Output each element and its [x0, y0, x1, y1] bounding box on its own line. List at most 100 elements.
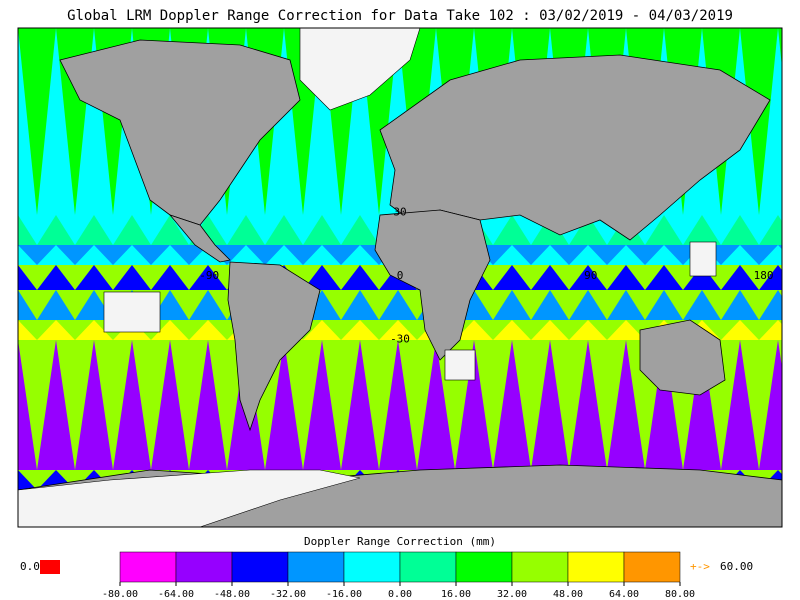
- swath-triangle: [18, 340, 56, 470]
- swath-triangle: [18, 320, 56, 340]
- swath-triangle: [170, 265, 208, 290]
- swath-triangle: [18, 470, 56, 490]
- swath-triangle: [588, 245, 626, 265]
- colorbar-swatch: [399, 551, 457, 583]
- swath-triangle: [56, 290, 94, 320]
- north-america: [59, 39, 301, 226]
- swath-triangle: [702, 320, 740, 340]
- missing-swatch: [40, 560, 60, 574]
- swath-triangle: [550, 265, 588, 290]
- swath-triangle: [208, 215, 246, 245]
- swath-triangle: [56, 245, 94, 265]
- swath-triangle: [778, 28, 782, 68]
- swath-triangle: [322, 290, 360, 320]
- title: Global LRM Doppler Range Correction for …: [67, 8, 733, 24]
- swath-triangle: [132, 265, 170, 290]
- mask-patch: [444, 349, 476, 381]
- swath-triangle: [512, 245, 550, 265]
- grid-label: -90: [199, 269, 219, 282]
- swath-triangle: [284, 245, 322, 265]
- swath-triangle: [512, 265, 550, 290]
- grid-labels: 30 -90 0 90 180 -30: [199, 205, 773, 345]
- swath-triangle: [360, 320, 398, 340]
- swath-triangle: [740, 340, 778, 470]
- swath-triangle: [626, 265, 664, 290]
- swath-triangle: [474, 320, 512, 340]
- grid-label: -30: [390, 333, 410, 346]
- colorbar-swatch: [119, 551, 177, 583]
- swath-triangle: [474, 290, 512, 320]
- swath-triangle: [740, 320, 778, 340]
- swath-triangle: [550, 290, 588, 320]
- swath-triangle: [740, 245, 778, 265]
- swath-triangle: [474, 340, 512, 470]
- swath-triangle: [322, 320, 360, 340]
- swath-triangle: [170, 245, 208, 265]
- colorbar-tick-label: -48.00: [214, 589, 250, 600]
- grid-label: 90: [584, 269, 597, 282]
- colorbar-title: Doppler Range Correction (mm): [304, 535, 496, 548]
- swath-triangle: [132, 245, 170, 265]
- swath-triangle: [474, 215, 512, 245]
- overflow-arrow: +->: [690, 560, 710, 573]
- grid-label: 0: [397, 269, 404, 282]
- swath-triangle: [18, 290, 56, 320]
- swath-triangle: [550, 245, 588, 265]
- colorbar-tick-label: -80.00: [102, 589, 138, 600]
- swath-triangle: [740, 290, 778, 320]
- antarctic-ice: [18, 469, 361, 527]
- swath-triangle: [664, 215, 702, 245]
- swath-triangle: [702, 215, 740, 245]
- south-america: [227, 261, 321, 432]
- colorbar-tick-label: -64.00: [158, 589, 194, 600]
- swath-triangle: [132, 340, 170, 470]
- swath-triangle: [132, 215, 170, 245]
- central-america: [168, 214, 231, 263]
- swath-triangle: [246, 245, 284, 265]
- colorbar-tick-label: 48.00: [553, 589, 583, 600]
- swath-triangle: [512, 340, 550, 470]
- colorbar-swatch: [343, 551, 401, 583]
- colorbar-tick-label: -16.00: [326, 589, 362, 600]
- swath-triangle: [94, 340, 132, 470]
- swath-triangle: [664, 290, 702, 320]
- swath-triangle: [322, 340, 360, 470]
- swath-triangle: [550, 340, 588, 470]
- swath-triangle: [588, 340, 626, 470]
- swath-triangle: [170, 340, 208, 470]
- swath-triangle: [170, 320, 208, 340]
- swath-triangle: [702, 290, 740, 320]
- swath-triangle: [588, 320, 626, 340]
- colorbar-swatch: [511, 551, 569, 583]
- swath-triangle: [512, 290, 550, 320]
- swath-triangle: [360, 340, 398, 470]
- swath-triangle: [56, 265, 94, 290]
- colorbar-tick-label: 64.00: [609, 589, 639, 600]
- swath-triangle: [56, 215, 94, 245]
- swath-triangle: [170, 290, 208, 320]
- swath-triangle: [778, 265, 782, 271]
- swath-triangle: [588, 290, 626, 320]
- swath-triangle: [550, 320, 588, 340]
- colorbar-swatch: [287, 551, 345, 583]
- swath-triangle: [322, 245, 360, 265]
- swath-triangle: [778, 320, 782, 325]
- swath-triangle: [18, 215, 56, 245]
- australia: [639, 319, 726, 396]
- colorbar-tick-label: 0.00: [388, 589, 412, 600]
- swath-triangle: [626, 245, 664, 265]
- grid-label: 180: [754, 269, 774, 282]
- colorbar-swatch: [175, 551, 233, 583]
- swath-triangle: [322, 215, 360, 245]
- mask-patch: [689, 241, 717, 277]
- swath-triangle: [94, 245, 132, 265]
- swath-triangle: [18, 28, 56, 215]
- swath-triangle: [56, 320, 94, 340]
- swath-triangle: [740, 265, 778, 290]
- swath-triangle: [626, 290, 664, 320]
- map-frame: [17, 27, 783, 528]
- greenland-ice: [299, 28, 421, 111]
- swath-triangle: [56, 470, 94, 490]
- swath-triangle: [208, 340, 246, 470]
